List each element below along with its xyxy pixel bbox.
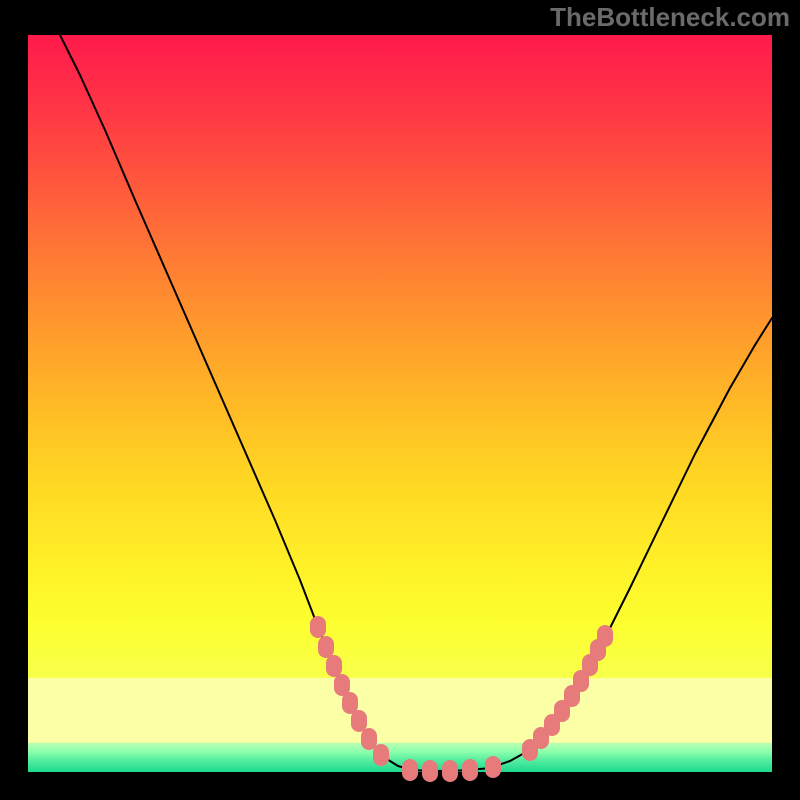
curve-marker	[310, 616, 326, 638]
curve-marker	[326, 655, 342, 677]
gradient-background	[28, 35, 772, 772]
chart-container	[0, 0, 800, 800]
curve-marker	[462, 759, 478, 781]
curve-marker	[342, 692, 358, 714]
curve-marker	[318, 636, 334, 658]
curve-marker	[485, 756, 501, 778]
curve-marker	[351, 710, 367, 732]
curve-marker	[422, 760, 438, 782]
curve-marker	[597, 625, 613, 647]
curve-marker	[442, 760, 458, 782]
bottleneck-curve-chart	[0, 0, 800, 800]
curve-marker	[373, 744, 389, 766]
curve-marker	[402, 759, 418, 781]
curve-marker	[361, 728, 377, 750]
